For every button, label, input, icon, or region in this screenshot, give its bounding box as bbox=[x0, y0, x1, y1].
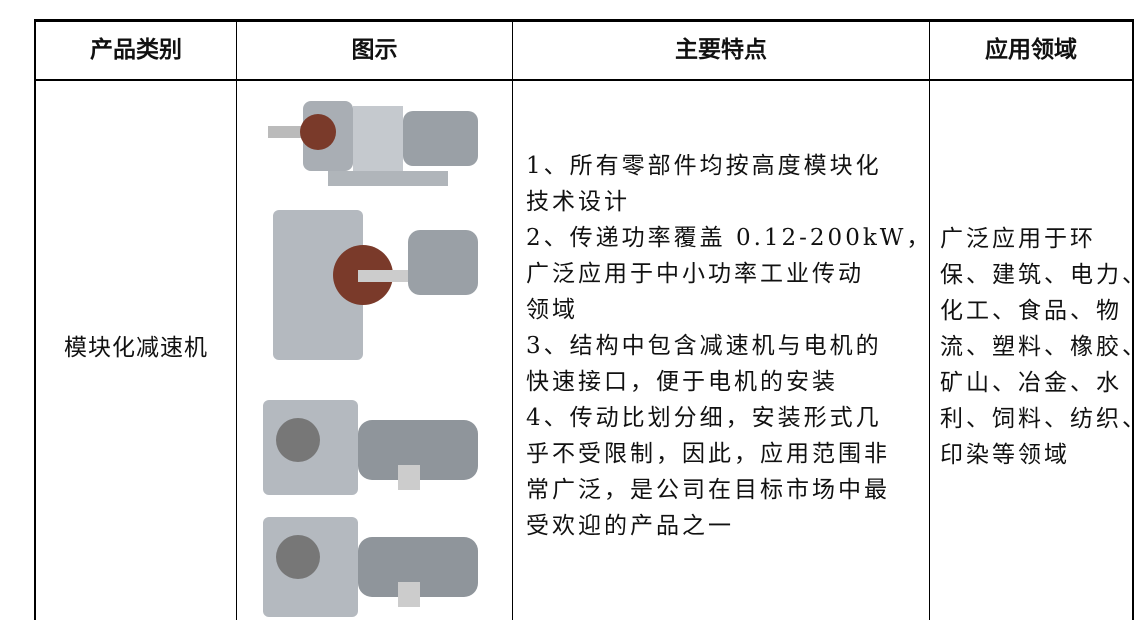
product-image bbox=[263, 517, 478, 617]
text-line: 常广泛，是公司在目标市场中最 bbox=[526, 477, 890, 503]
text-line: 4、传动比划分细，安装形式几 bbox=[526, 405, 882, 431]
border bbox=[34, 79, 1134, 81]
text-line: 矿山、冶金、水 bbox=[940, 370, 1122, 396]
border bbox=[1132, 19, 1134, 620]
text-line: 印染等领域 bbox=[940, 442, 1070, 468]
text-line: 1、所有零部件均按高度模块化 bbox=[526, 153, 882, 179]
text-line: 利、饲料、纺织、 bbox=[940, 406, 1135, 432]
border bbox=[236, 19, 237, 620]
header-cell: 主要特点 bbox=[675, 37, 767, 63]
header-cell: 应用领域 bbox=[985, 37, 1077, 63]
border bbox=[34, 19, 36, 620]
text-line: 受欢迎的产品之一 bbox=[526, 513, 734, 539]
text-line: 快速接口，便于电机的安装 bbox=[526, 369, 838, 395]
border bbox=[512, 19, 513, 620]
border bbox=[34, 19, 1134, 22]
product-image bbox=[263, 400, 478, 495]
category-cell: 模块化减速机 bbox=[64, 335, 208, 361]
header-cell: 图示 bbox=[351, 37, 398, 63]
text-line: 乎不受限制，因此，应用范围非 bbox=[526, 441, 890, 467]
border bbox=[929, 19, 930, 620]
text-line: 流、塑料、橡胶、 bbox=[940, 334, 1135, 360]
text-line: 广泛应用于环 bbox=[940, 226, 1096, 252]
text-line: 2、传递功率覆盖 0.12-200kW， bbox=[526, 225, 933, 251]
text-line: 保、建筑、电力、 bbox=[940, 262, 1135, 288]
text-line: 广泛应用于中小功率工业传动 bbox=[526, 261, 864, 287]
product-image bbox=[273, 210, 478, 360]
text-line: 技术设计 bbox=[526, 189, 630, 215]
text-line: 领域 bbox=[526, 297, 578, 323]
text-line: 化工、食品、物 bbox=[940, 298, 1122, 324]
header-cell: 产品类别 bbox=[90, 37, 182, 63]
product-image bbox=[268, 101, 478, 186]
text-line: 3、结构中包含减速机与电机的 bbox=[526, 333, 882, 359]
